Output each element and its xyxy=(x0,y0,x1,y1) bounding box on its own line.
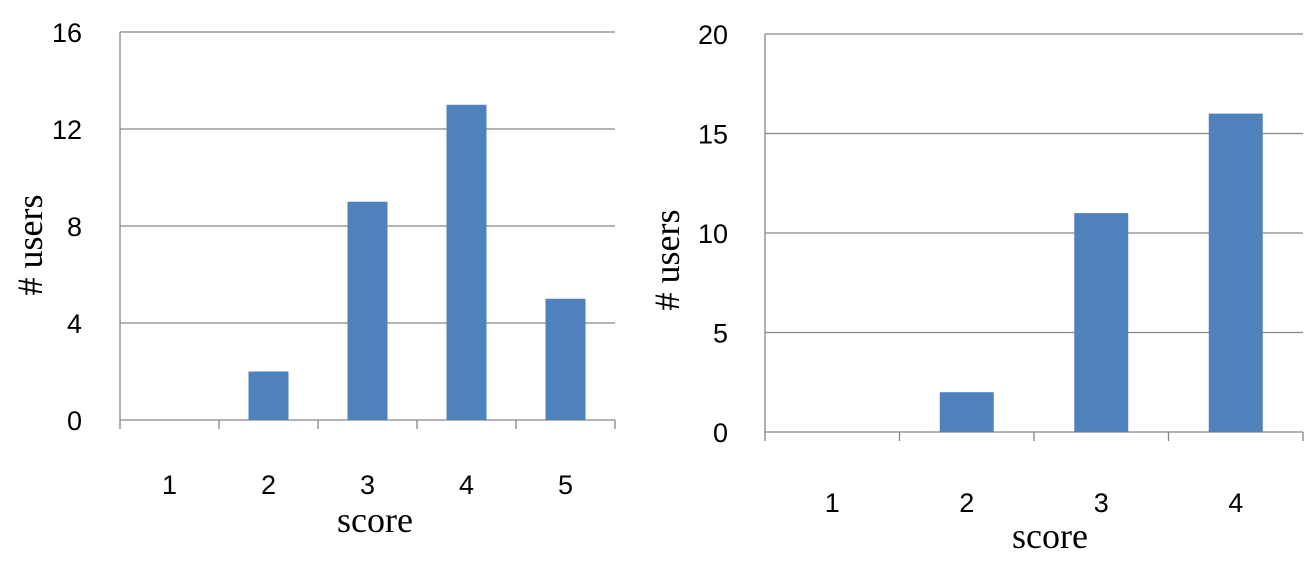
y-tick-label: 8 xyxy=(67,212,82,242)
x-tick-label: 3 xyxy=(1094,488,1109,518)
chart-right-svg: score # users 0 5 10 15 20 1 2 3 4 xyxy=(650,20,1304,556)
chart-left: score # users 0 4 8 12 16 1 2 3 4 5 xyxy=(0,0,650,566)
y-tick-label: 20 xyxy=(698,20,728,50)
bar xyxy=(446,104,487,420)
y-tick-label: 5 xyxy=(713,319,728,349)
y-tick-label: 12 xyxy=(52,115,82,145)
x-tick-label: 1 xyxy=(825,488,840,518)
x-tick-label: 5 xyxy=(558,470,573,500)
bar xyxy=(1074,213,1129,432)
chart-right: score # users 0 5 10 15 20 1 2 3 4 xyxy=(650,0,1309,566)
bar xyxy=(248,371,289,420)
x-tick-label: 4 xyxy=(1228,488,1243,518)
bar xyxy=(939,392,994,432)
bar xyxy=(347,201,388,420)
x-tick-label: 1 xyxy=(162,470,177,500)
x-tick-label: 2 xyxy=(959,488,974,518)
x-axis-title: score xyxy=(337,500,413,540)
y-axis-title: # users xyxy=(10,195,50,296)
x-tick-label: 2 xyxy=(261,470,276,500)
y-tick-label: 0 xyxy=(67,406,82,436)
y-tick-label: 4 xyxy=(67,309,82,339)
y-axis-title: # users xyxy=(650,210,687,311)
y-tick-label: 0 xyxy=(713,418,728,448)
bar xyxy=(545,298,586,420)
y-tick-label: 10 xyxy=(698,219,728,249)
y-tick-label: 16 xyxy=(52,18,82,48)
y-tick-label: 15 xyxy=(698,120,728,150)
x-tick-label: 4 xyxy=(459,470,474,500)
bar xyxy=(1208,113,1263,432)
x-tick-label: 3 xyxy=(360,470,375,500)
x-axis-title: score xyxy=(1012,516,1088,556)
